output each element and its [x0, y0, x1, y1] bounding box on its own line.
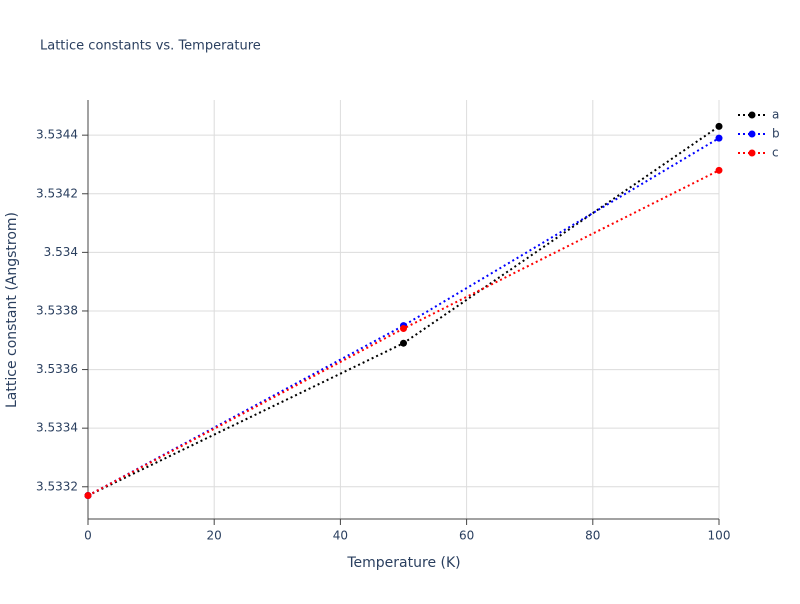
legend-label: b [772, 127, 780, 141]
legend-label: a [772, 108, 779, 122]
data-point [715, 122, 723, 130]
x-axis-label: Temperature (K) [346, 555, 460, 571]
x-tick-label: 60 [459, 529, 474, 543]
y-axis-label: Lattice constant (Angstrom) [4, 212, 20, 408]
legend-marker [748, 130, 756, 138]
data-point [715, 166, 723, 174]
data-point [715, 134, 723, 142]
y-tick-label: 3.5336 [36, 362, 78, 376]
y-tick-label: 3.5344 [36, 128, 78, 142]
y-tick-label: 3.534 [44, 245, 78, 259]
y-tick-label: 3.5338 [36, 303, 78, 317]
x-tick-label: 20 [207, 529, 222, 543]
y-tick-label: 3.5342 [36, 186, 78, 200]
data-point [400, 339, 407, 347]
y-tick-label: 3.5332 [36, 479, 78, 493]
x-tick-label: 0 [84, 529, 92, 543]
chart-title: Lattice constants vs. Temperature [40, 39, 261, 54]
legend-marker [748, 149, 756, 157]
series-line [87, 169, 720, 497]
legend-label: c [772, 146, 779, 160]
y-tick-label: 3.5334 [36, 421, 78, 435]
data-point [400, 325, 407, 333]
data-point [84, 492, 92, 500]
legend-marker [748, 111, 756, 119]
x-tick-label: 100 [708, 529, 731, 543]
x-tick-label: 40 [333, 529, 348, 543]
x-tick-label: 80 [585, 529, 600, 543]
series-line [87, 137, 720, 497]
